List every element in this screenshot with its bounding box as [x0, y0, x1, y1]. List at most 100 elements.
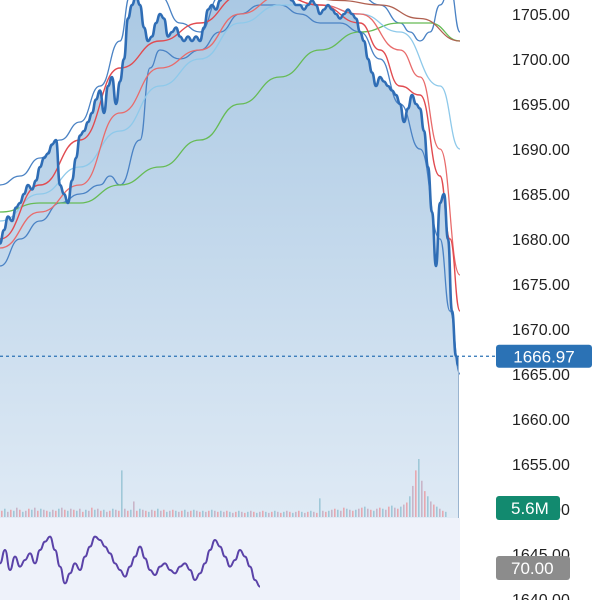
volume-bar [265, 511, 267, 517]
volume-bar [301, 511, 303, 517]
volume-bar [343, 507, 345, 517]
price-area-fill [0, 0, 458, 518]
volume-bar [241, 511, 243, 517]
volume-bar [142, 509, 144, 517]
moving-average-brown [325, 0, 460, 42]
volume-bar [295, 511, 297, 517]
volume-bar [433, 504, 435, 517]
volume-bar [208, 510, 210, 517]
volume-bar [304, 512, 306, 517]
volume-bar [322, 510, 324, 517]
volume-bar [31, 509, 33, 517]
y-tick-label: 1680.00 [512, 232, 570, 249]
volume-bar [82, 511, 84, 517]
volume-tag[interactable]: 5.6M [496, 496, 560, 520]
volume-bar [37, 510, 39, 517]
y-tick-label: 1700.00 [512, 52, 570, 69]
volume-bar [148, 511, 150, 517]
volume-bar [130, 509, 132, 517]
volume-bar [211, 509, 213, 517]
volume-bar [127, 510, 129, 517]
volume-bar [379, 507, 381, 517]
oscillator-value-label: 70.00 [511, 559, 554, 578]
y-tick-label: 1695.00 [512, 97, 570, 114]
volume-bar [238, 510, 240, 517]
volume-bar [406, 502, 408, 517]
volume-bar [199, 511, 201, 517]
volume-bar [253, 511, 255, 517]
y-tick-label: 1655.00 [512, 457, 570, 474]
volume-bar [259, 511, 261, 517]
volume-bars [1, 459, 447, 517]
volume-bar [202, 510, 204, 517]
volume-bar [133, 501, 135, 517]
volume-bar [328, 510, 330, 517]
volume-bar [157, 508, 159, 517]
volume-bar [445, 511, 447, 517]
volume-bar [172, 509, 174, 517]
volume-bar [268, 512, 270, 517]
volume-bar [217, 511, 219, 517]
volume-bar [34, 507, 36, 517]
volume-bar [175, 510, 177, 517]
volume-bar [196, 510, 198, 517]
volume-bar [439, 508, 441, 517]
volume-bar [388, 506, 390, 517]
y-tick-label: 1675.00 [512, 277, 570, 294]
volume-bar [352, 510, 354, 517]
volume-bar [247, 511, 249, 517]
volume-bar [13, 510, 15, 517]
volume-bar [97, 508, 99, 517]
volume-bar [310, 510, 312, 517]
volume-bar [376, 508, 378, 517]
volume-bar [244, 512, 246, 517]
volume-bar [64, 509, 66, 517]
volume-bar [52, 509, 54, 517]
volume-bar [277, 511, 279, 517]
volume-bar [280, 512, 282, 517]
volume-bar [106, 511, 108, 517]
volume-bar [67, 510, 69, 517]
volume-bar [355, 509, 357, 517]
volume-bar [181, 510, 183, 517]
volume-bar [85, 509, 87, 517]
volume-bar [184, 509, 186, 517]
volume-bar [1, 510, 3, 517]
volume-bar [235, 511, 237, 517]
volume-bar [136, 510, 138, 517]
volume-bar [112, 508, 114, 517]
moving-average-long [0, 22, 460, 213]
volume-bar [331, 509, 333, 517]
volume-bar [358, 508, 360, 517]
volume-bar [163, 509, 165, 517]
volume-bar [46, 510, 48, 517]
volume-bar [307, 511, 309, 517]
volume-bar [289, 511, 291, 517]
volume-bar [385, 509, 387, 517]
volume-bar [313, 511, 315, 517]
volume-bar [139, 508, 141, 517]
volume-bar [160, 510, 162, 517]
volume-bar [409, 496, 411, 517]
volume-bar [334, 508, 336, 517]
volume-bar [400, 506, 402, 517]
volume-bar [109, 510, 111, 517]
volume-bar [262, 510, 264, 517]
volume-bar [298, 510, 300, 517]
oscillator-tag[interactable]: 70.00 [496, 556, 570, 580]
current-price-tag[interactable]: 1666.97 [496, 344, 592, 368]
current-price-label: 1666.97 [513, 347, 574, 366]
volume-bar [76, 510, 78, 517]
volume-bar [88, 510, 90, 517]
volume-bar [382, 508, 384, 517]
y-tick-label: 1660.00 [512, 412, 570, 429]
volume-bar [55, 510, 57, 517]
volume-bar [364, 506, 366, 517]
volume-bar [145, 510, 147, 517]
volume-bar [424, 491, 426, 517]
price-line [0, 0, 460, 367]
volume-bar [367, 508, 369, 517]
volume-bar [73, 509, 75, 517]
volume-bar [283, 511, 285, 517]
